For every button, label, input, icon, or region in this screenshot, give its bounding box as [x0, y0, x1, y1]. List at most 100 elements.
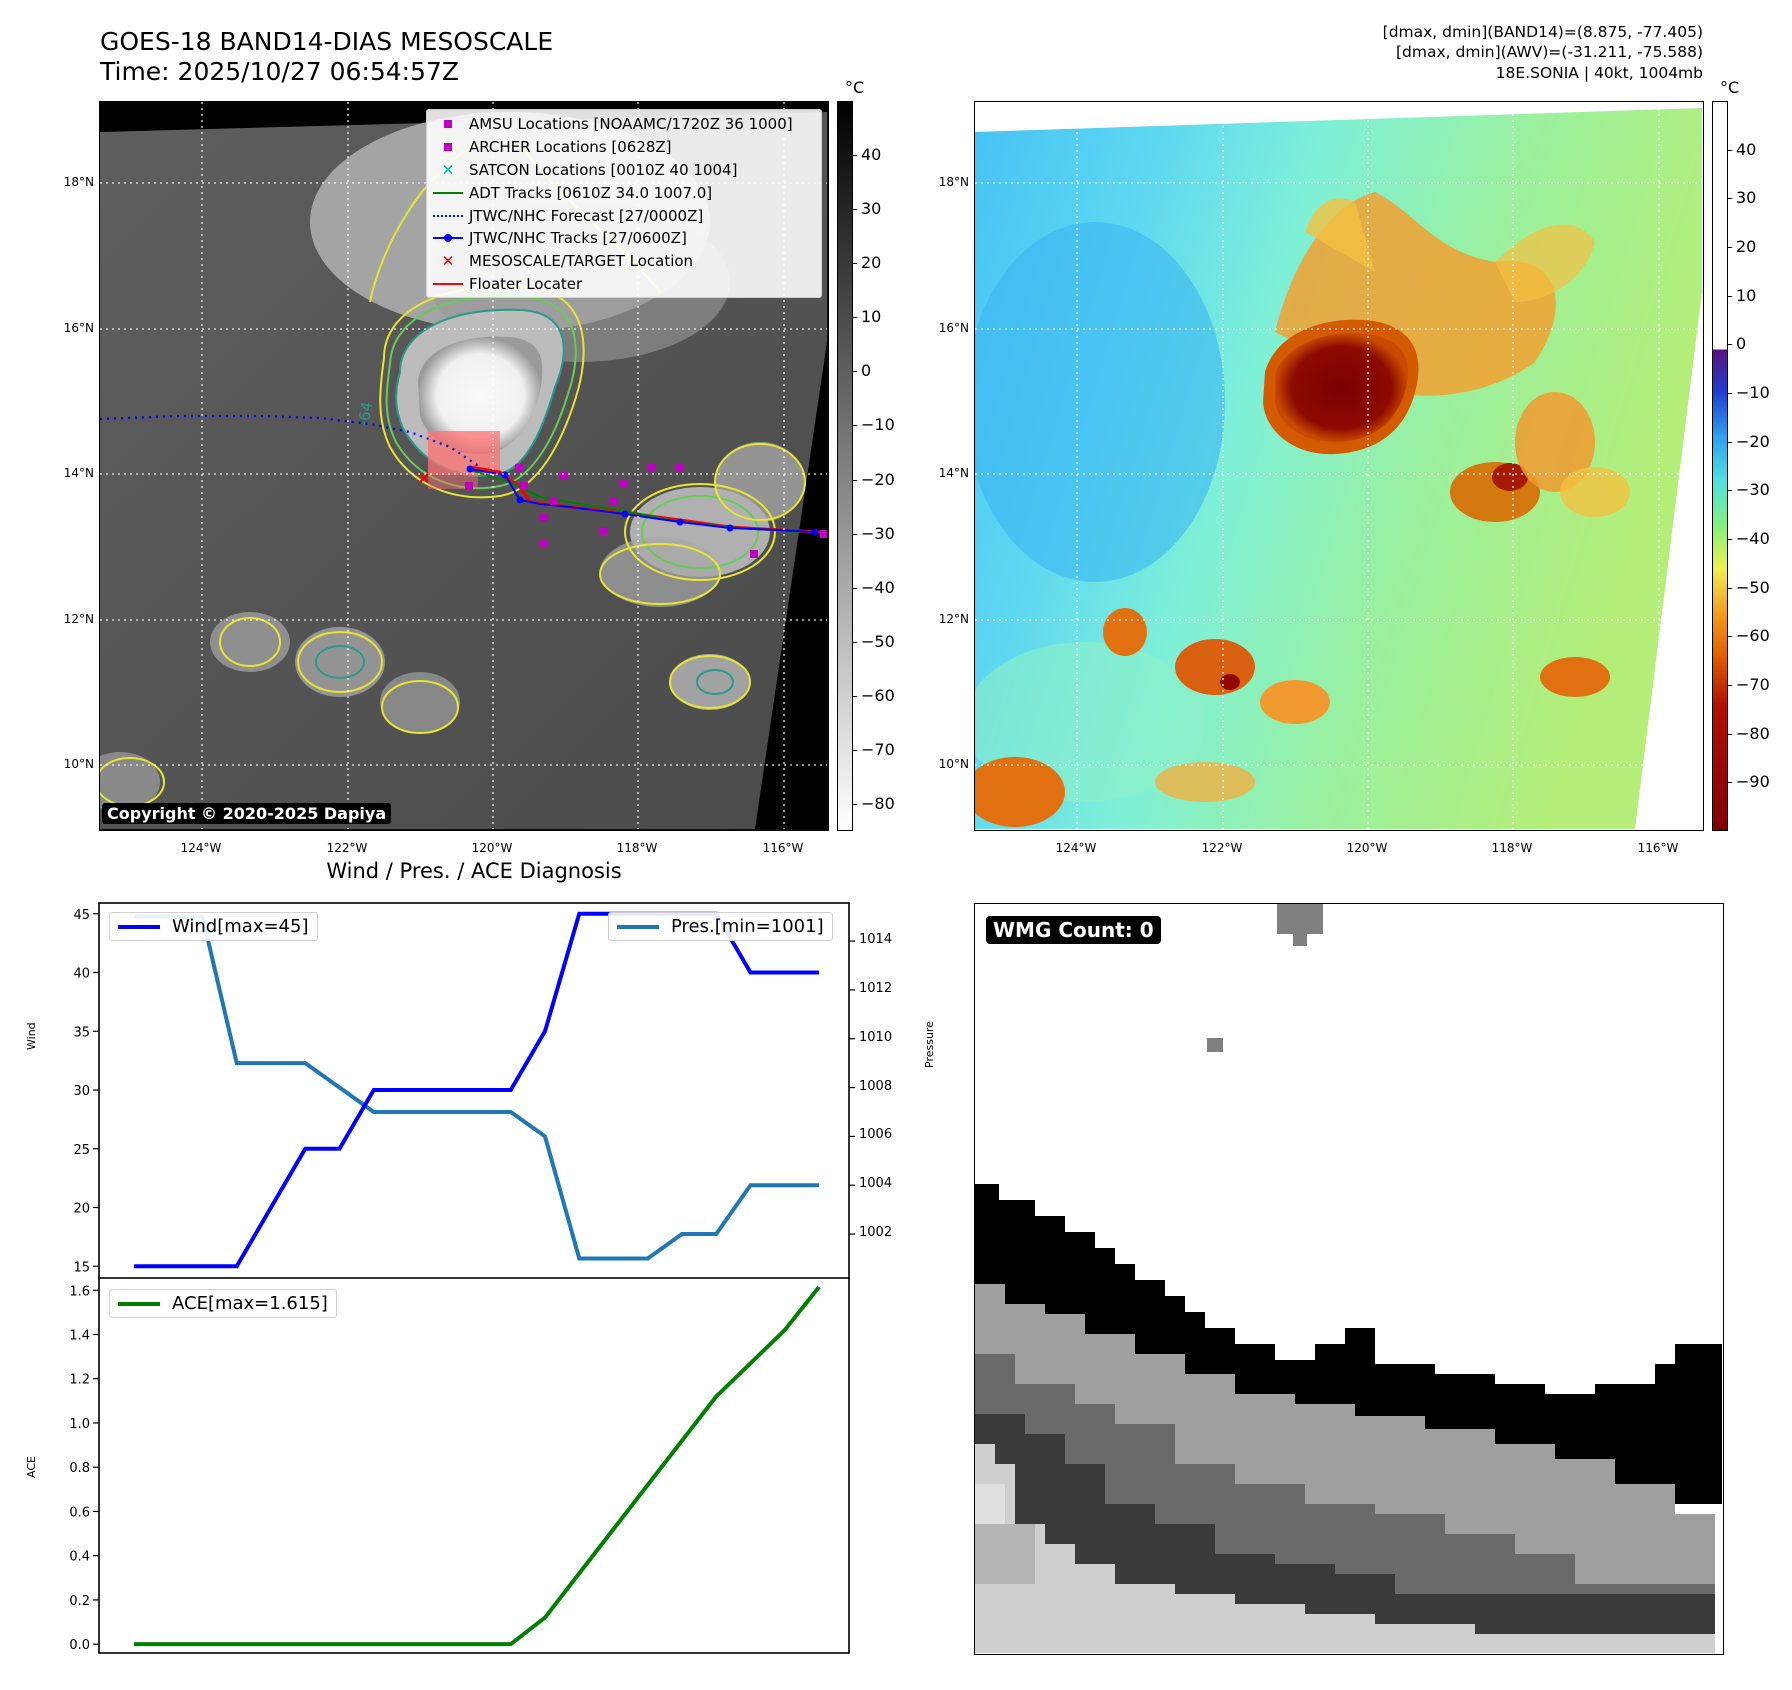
copyright-badge: Copyright © 2020-2025 Dapiya: [102, 803, 392, 824]
ir-map-lon-label: 122°W: [326, 841, 368, 855]
ir-map-lon-label: 116°W: [762, 841, 804, 855]
wind-ytick-label: 20: [73, 1202, 90, 1217]
wmg-count-badge: WMG Count: 0: [986, 916, 1161, 944]
legend-adt: ADT Tracks [0610Z 34.0 1007.0]: [427, 181, 821, 204]
wmg-panel: WMG Count: 0: [974, 903, 1724, 1655]
info-awv-range: [dmax, dmin](AWV)=(-31.211, -75.588): [1396, 43, 1703, 61]
color-colorbar-tick-mark: [1727, 247, 1732, 248]
color-colorbar-tick: −70: [1736, 675, 1770, 694]
gray-colorbar-tick: −60: [861, 685, 895, 705]
wind-legend: Wind[max=45]: [109, 912, 318, 941]
color-colorbar-tick-mark: [1727, 636, 1732, 638]
gray-colorbar-tick-mark: [852, 803, 857, 805]
awv-map-lat-label: 14°N: [938, 466, 969, 480]
color-colorbar-tick: 0: [1736, 334, 1747, 354]
ace-chart: 0.0 0.2 0.4 0.6 0.8 1.0 1.2 1.4 1.6: [69, 1277, 850, 1654]
gray-colorbar-tick-mark: [852, 695, 857, 697]
pressure-ytick-label: 1012: [859, 980, 893, 996]
awv-map-image: [975, 102, 1702, 829]
gray-colorbar-tick-mark: [852, 425, 857, 427]
ace-ytick-label: 0.0: [69, 1638, 90, 1653]
wmg-image: [975, 904, 1722, 1653]
gray-colorbar-tick: 10: [861, 307, 882, 327]
gray-colorbar-tick: 20: [861, 253, 882, 273]
legend-target: ✕ MESOSCALE/TARGET Location: [441, 252, 694, 271]
ir-map-panel: -64 AMSU Locations [NO: [99, 101, 829, 831]
ace-ytick-label: 1.6: [69, 1284, 90, 1299]
awv-map-panel: [974, 101, 1704, 831]
gray-colorbar-tick-mark: [852, 533, 857, 535]
jtwc-track: [469, 468, 816, 533]
color-colorbar-tick: −50: [1736, 577, 1770, 597]
ace-ytick-label: 1.4: [69, 1329, 90, 1344]
awv-map-lat-label: 18°N: [938, 175, 969, 189]
color-colorbar-tick-mark: [1727, 441, 1732, 443]
gray-colorbar-tick: 40: [861, 145, 882, 165]
wind-pres-chart: 15 20 25 30 35 40 45: [73, 902, 855, 1280]
ace-ytick-label: 0.2: [69, 1594, 90, 1609]
main-title: GOES-18 BAND14-DIAS MESOSCALE: [100, 27, 554, 56]
wind-ytick-label: 35: [73, 1025, 90, 1040]
ace-series-line: [134, 1285, 821, 1647]
ace-ytick-label: 0.6: [69, 1505, 90, 1520]
gray-colorbar-tick: 30: [861, 199, 882, 219]
color-colorbar-tick: 20: [1736, 237, 1757, 256]
gray-colorbar-tick-mark: [852, 155, 857, 157]
pressure-ytick-label: 1004: [859, 1176, 893, 1192]
color-colorbar-tick-mark: [1727, 685, 1732, 686]
wind-ytick-label: 25: [73, 1143, 90, 1158]
color-colorbar-tick-mark: [1727, 490, 1732, 492]
info-band14-range: [dmax, dmin](BAND14)=(8.875, -77.405): [1382, 23, 1703, 41]
diagnosis-title: Wind / Pres. / ACE Diagnosis: [326, 859, 622, 883]
gray-colorbar-tick: −80: [861, 793, 895, 813]
color-colorbar-tick: −80: [1736, 723, 1770, 743]
color-colorbar-tick-mark: [1727, 539, 1732, 540]
color-colorbar-tick: 40: [1736, 139, 1757, 159]
gray-colorbar-tick: −10: [861, 415, 895, 435]
color-colorbar-unit: °C: [1720, 78, 1740, 97]
gray-colorbar-tick-mark: [852, 371, 857, 373]
gray-colorbar-tick-mark: [852, 641, 857, 643]
ir-map-lat-label: 10°N: [63, 757, 94, 771]
time-label: Time: 2025/10/27 06:54:57Z: [100, 57, 459, 86]
gray-colorbar: [837, 101, 853, 831]
color-colorbar-tick-mark: [1727, 782, 1732, 784]
pressure-ytick-label: 1008: [859, 1078, 893, 1094]
pressure-ytick-label: 1010: [859, 1029, 893, 1045]
awv-map-lat-label: 10°N: [938, 757, 969, 771]
legend-jtwc-tracks: JTWC/NHC Tracks [27/0600Z]: [427, 227, 821, 250]
gray-colorbar-tick-mark: [852, 317, 857, 319]
color-colorbar-tick: −10: [1736, 383, 1770, 402]
gray-colorbar-tick: −30: [861, 523, 895, 543]
pressure-ytick-label: 1006: [859, 1127, 893, 1143]
wind-ytick-label: 15: [73, 1260, 90, 1275]
legend-forecast: JTWC/NHC Forecast [27/0000Z]: [427, 204, 821, 227]
ace-ytick-label: 0.8: [69, 1461, 90, 1476]
color-colorbar-tick: −60: [1736, 626, 1770, 646]
color-colorbar-tick: 10: [1736, 285, 1757, 305]
ace-ytick-label: 1.2: [69, 1373, 90, 1388]
legend-amsu: AMSU Locations [NOAAMC/1720Z 36 1000]: [427, 113, 821, 136]
forecast-track: [100, 414, 481, 468]
awv-map-lon-label: 122°W: [1201, 841, 1243, 855]
ace-axis-label: ACE: [25, 1456, 38, 1478]
color-colorbar: [1712, 101, 1728, 831]
pressure-series-line: [134, 914, 819, 1261]
gray-colorbar-tick-mark: [852, 263, 857, 265]
awv-map-lat-label: 12°N: [938, 612, 969, 626]
wind-ytick-label: 40: [73, 967, 90, 982]
color-colorbar-tick-mark: [1727, 198, 1732, 200]
ir-map-lat-label: 14°N: [63, 466, 94, 480]
ir-map-lon-label: 120°W: [471, 841, 513, 855]
gray-colorbar-tick-mark: [852, 587, 857, 589]
gray-colorbar-tick: −40: [861, 577, 895, 597]
legend-satcon: ✕ SATCON Locations [0010Z 40 1004]: [441, 160, 738, 179]
color-colorbar-tick: 30: [1736, 188, 1757, 208]
legend-archer: ARCHER Locations [0628Z]: [427, 136, 821, 159]
awv-map-lat-label: 16°N: [938, 321, 969, 335]
color-colorbar-tick-mark: [1727, 149, 1732, 151]
pressure-ytick-label: 1002: [859, 1225, 893, 1241]
gray-colorbar-tick: −50: [861, 631, 895, 651]
color-colorbar-tick-mark: [1727, 344, 1732, 346]
wind-axis-label: Wind: [25, 1022, 38, 1050]
